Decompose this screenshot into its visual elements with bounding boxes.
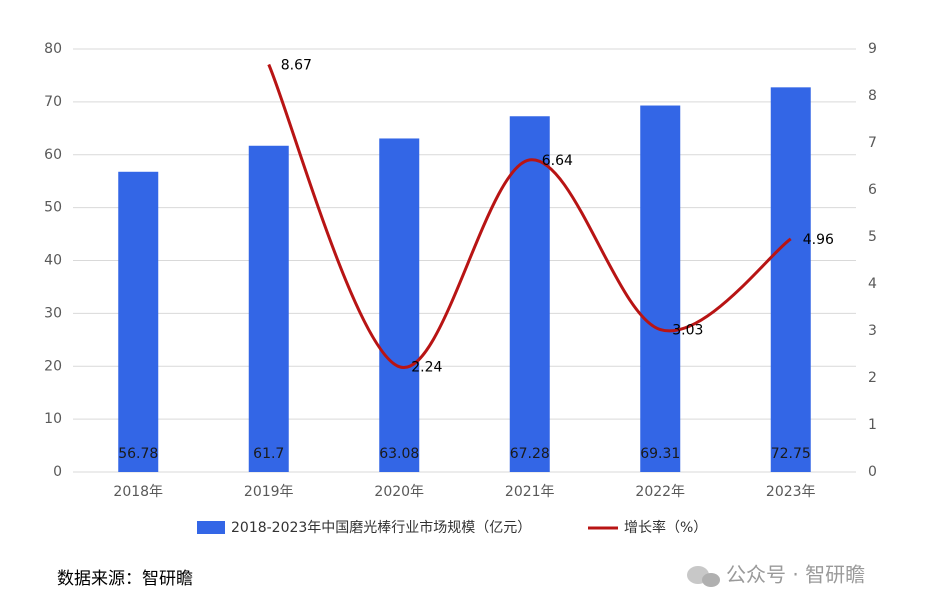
source: 数据来源：智研瞻 [57,569,193,589]
y-tick-label: 20 [44,358,62,374]
data-label: 67.28 [510,446,550,462]
y-tick-label: 10 [44,411,62,427]
y2-tick-label: 5 [868,229,877,245]
data-label: 63.08 [379,446,419,462]
data-label: 61.7 [253,446,284,462]
y-tick-label: 80 [44,41,62,57]
bar [640,105,681,472]
y2-tick-label: 3 [868,323,877,339]
data-label: 72.75 [771,446,811,462]
legend-label: 2018-2023年中国磨光棒行业市场规模（亿元） [231,519,531,536]
line [267,63,792,369]
x-tick-label: 2023年 [766,484,816,500]
y2-tick-label: 8 [868,88,877,104]
y-tick-label: 60 [44,147,62,163]
y-tick-label: 70 [44,94,62,110]
bar [770,87,811,472]
bar [509,116,550,472]
y-tick-label: 30 [44,305,62,321]
y-tick-label: 50 [44,200,62,216]
y2-tick-label: 7 [868,135,877,151]
y2-tick-label: 2 [868,370,877,386]
bar [248,145,289,473]
x-tick-label: 2019年 [244,484,294,500]
line-label: 6.64 [542,153,573,169]
y2-tick-label: 9 [868,41,877,57]
x-tick-label: 2021年 [505,484,555,500]
watermark-icon [687,566,720,587]
y-tick-label: 40 [44,253,62,269]
legend-label: 增长率（%） [624,519,707,536]
y2-tick-label: 4 [868,276,877,292]
y2-tick-label: 1 [868,417,877,433]
y-tick-label: 0 [53,464,62,480]
y2-tick-label: 0 [868,464,877,480]
x-tick-label: 2018年 [113,484,163,500]
data-label: 56.78 [118,446,158,462]
line-label: 3.03 [672,323,703,339]
bar [118,171,159,472]
legend-swatch [197,521,225,534]
line-label: 4.96 [803,232,834,248]
x-tick-label: 2022年 [635,484,685,500]
data-label: 69.31 [640,446,680,462]
line-label: 8.67 [281,58,312,74]
x-tick-label: 2020年 [374,484,424,500]
watermark: 公众号 · 智研瞻 [726,563,865,587]
line-label: 2.24 [411,360,442,376]
y2-tick-label: 6 [868,182,877,198]
bar [379,138,420,473]
